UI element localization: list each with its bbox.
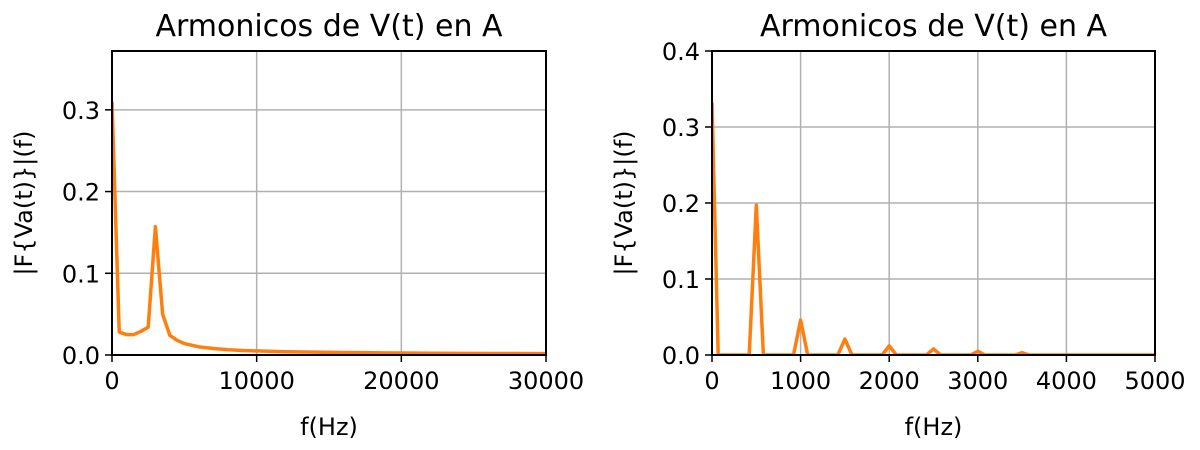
y-axis-label: |F{Va(t)}|(f) [10, 130, 38, 275]
x-tick-label: 1000 [770, 367, 831, 395]
y-tick-label: 0.0 [62, 342, 100, 370]
x-tick-label: 30000 [508, 367, 584, 395]
x-tick-label: 4000 [1036, 367, 1097, 395]
x-tick-label: 0 [104, 367, 119, 395]
x-tick-label: 10000 [218, 367, 294, 395]
x-tick-label: 0 [704, 367, 719, 395]
chart-left: 0 10000 20000 30000 0.0 0.1 0.2 0.3 Armonicos de… [10, 9, 584, 441]
series-line [712, 103, 1155, 355]
x-axis-label: f(Hz) [300, 413, 358, 441]
y-tick-label: 0.1 [62, 260, 100, 288]
x-tick-label: 3000 [947, 367, 1008, 395]
x-tick-label: 2000 [859, 367, 920, 395]
x-tick-label: 5000 [1124, 367, 1185, 395]
y-tick-label: 0.1 [662, 266, 700, 294]
chart-title: Armonicos de V(t) en A [760, 9, 1108, 44]
y-tick-label: 0.2 [62, 179, 100, 207]
x-axis-label: f(Hz) [905, 413, 963, 441]
y-tick-label: 0.0 [662, 342, 700, 370]
x-tick-label: 20000 [363, 367, 439, 395]
y-tick-label: 0.3 [62, 97, 100, 125]
plot-frame [112, 51, 546, 355]
y-tick-label: 0.4 [662, 38, 700, 66]
y-tick-label: 0.2 [662, 190, 700, 218]
y-axis-label: |F{Va(t)}|(f) [610, 130, 638, 275]
chart-title: Armonicos de V(t) en A [155, 9, 503, 44]
y-tick-label: 0.3 [662, 114, 700, 142]
series-line [112, 102, 546, 354]
chart-right: 0 1000 2000 3000 4000 5000 0.0 0.1 0.2 0.3 0.4 Armo… [610, 9, 1186, 441]
